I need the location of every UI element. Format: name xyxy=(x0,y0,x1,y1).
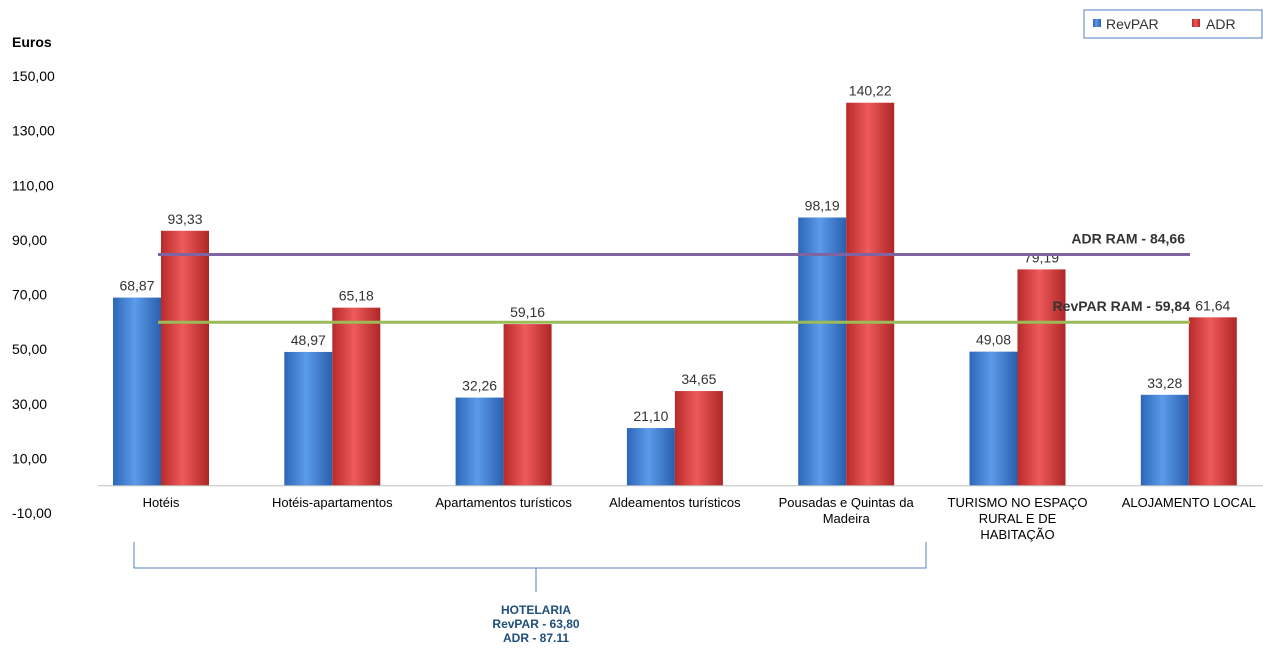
legend-revpar-swatch xyxy=(1093,19,1101,27)
bar-adr xyxy=(504,324,552,486)
y-tick-label: 50,00 xyxy=(12,341,47,357)
bar-adr xyxy=(332,308,380,486)
bar-revpar xyxy=(456,398,504,486)
bar-revpar xyxy=(284,352,332,486)
category-label: Hotéis-apartamentos xyxy=(272,495,393,510)
data-label-revpar: 68,87 xyxy=(119,278,154,294)
legend-revpar-label: RevPAR xyxy=(1106,16,1159,32)
data-label-revpar: 49,08 xyxy=(976,332,1011,348)
y-tick-label: 90,00 xyxy=(12,232,47,248)
bar-revpar xyxy=(627,428,675,486)
bar-revpar xyxy=(1141,395,1189,486)
hotelaria-group-annotation: HOTELARIA RevPAR - 63,80 ADR - 87.11 xyxy=(134,542,926,645)
category-label: TURISMO NO ESPAÇO RURAL E DE HABITAÇÃO xyxy=(948,495,1088,542)
y-tick-label: 70,00 xyxy=(12,287,47,303)
category-label: Pousadas e Quintas da Madeira xyxy=(779,495,915,526)
category-label: Hotéis xyxy=(143,495,180,510)
data-label-revpar: 21,10 xyxy=(633,408,668,424)
category-label: ALOJAMENTO LOCAL xyxy=(1122,495,1256,510)
y-tick-label: 150,00 xyxy=(12,68,55,84)
bar-adr xyxy=(846,103,894,486)
category-label: Aldeamentos turísticos xyxy=(609,495,741,510)
group-bracket xyxy=(134,542,926,568)
group-label: HOTELARIA RevPAR - 63,80 ADR - 87.11 xyxy=(492,603,579,645)
reference-label-revpar: RevPAR RAM - 59,84 xyxy=(1053,298,1191,314)
data-label-revpar: 33,28 xyxy=(1147,375,1182,391)
y-tick-label: 10,00 xyxy=(12,450,47,466)
bar-revpar xyxy=(113,298,161,486)
bar-adr xyxy=(675,391,723,486)
legend-adr-label: ADR xyxy=(1206,16,1236,32)
y-tick-label: 130,00 xyxy=(12,123,55,139)
category-label: Apartamentos turísticos xyxy=(435,495,572,510)
data-label-revpar: 48,97 xyxy=(291,332,326,348)
data-label-adr: 61,64 xyxy=(1195,297,1230,313)
y-tick-label: -10,00 xyxy=(12,505,52,521)
data-label-adr: 34,65 xyxy=(681,371,716,387)
legend-adr-swatch xyxy=(1192,19,1200,27)
data-label-adr: 93,33 xyxy=(167,211,202,227)
bar-adr xyxy=(1189,317,1237,485)
legend: RevPAR ADR xyxy=(1084,10,1262,38)
bars: 68,87 93,33 48,97 65,18 32,26 59,16 21,10 34,65… xyxy=(113,83,1237,486)
reference-label-adr: ADR RAM - 84,66 xyxy=(1071,230,1185,246)
bar-adr xyxy=(161,231,209,486)
data-label-adr: 59,16 xyxy=(510,304,545,320)
y-axis-ticks: 150,00 130,00 110,00 90,00 70,00 50,00 30,00 10… xyxy=(12,68,55,521)
y-tick-label: 30,00 xyxy=(12,396,47,412)
bar-revpar xyxy=(798,218,846,486)
y-tick-label: 110,00 xyxy=(12,177,54,193)
data-label-adr: 79,19 xyxy=(1024,249,1059,265)
bar-revpar xyxy=(970,352,1018,486)
data-label-revpar: 98,19 xyxy=(805,198,840,214)
y-axis-unit-label: Euros xyxy=(12,34,52,50)
data-label-adr: 65,18 xyxy=(339,288,374,304)
category-labels: Hotéis Hotéis-apartamentos Apartamentos tu… xyxy=(143,495,1256,542)
data-label-adr: 140,22 xyxy=(849,83,892,99)
data-label-revpar: 32,26 xyxy=(462,378,497,394)
